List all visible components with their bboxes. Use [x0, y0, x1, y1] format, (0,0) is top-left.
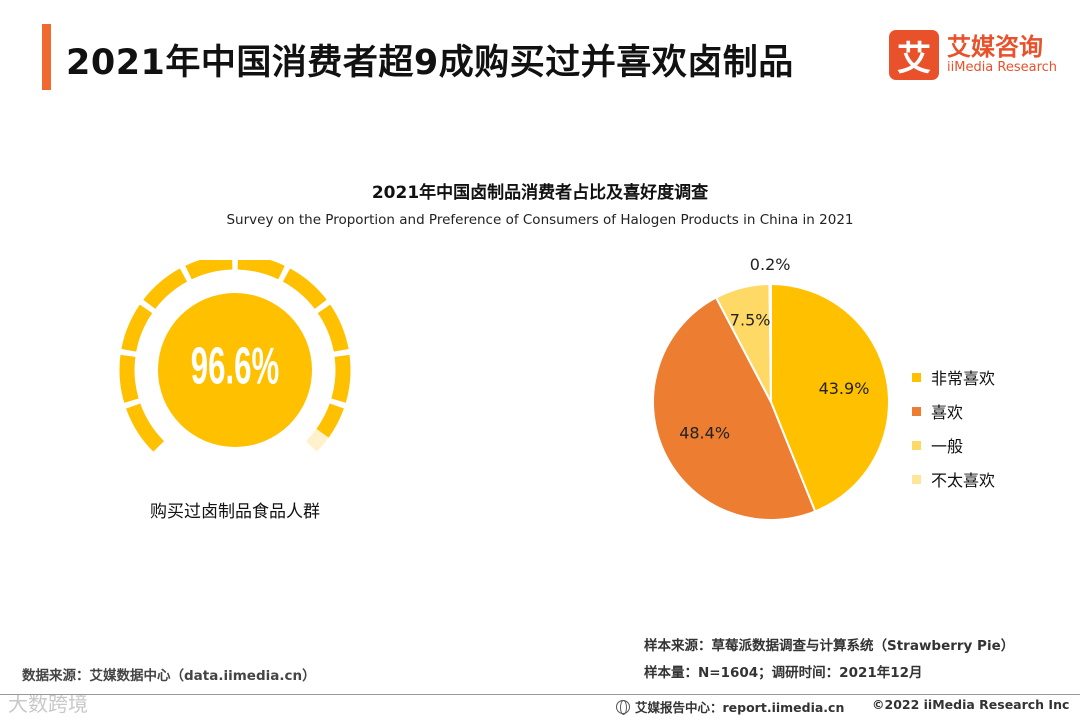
pie-slice: [652, 296, 817, 522]
report-center-text: 艾媒报告中心：report.iimedia.cn: [635, 700, 845, 715]
gauge-fill-segment: [316, 403, 344, 438]
iimedia-logo: 艾 艾媒咨询 iiMedia Research: [889, 30, 1057, 80]
legend-item-very-like: 非常喜欢: [912, 360, 995, 394]
legend-item-like: 喜欢: [912, 394, 995, 428]
gauge-center-circle: [158, 293, 312, 447]
chart-subtitle: Survey on the Proportion and Preference …: [226, 212, 854, 228]
gauge-value-label: 96.6%: [191, 337, 279, 395]
gauge-fill-segment: [119, 354, 139, 403]
data-source-note: 数据来源：艾媒数据中心（data.iimedia.cn）: [22, 668, 316, 684]
legend-swatch: [912, 372, 921, 382]
logo-en-text: iiMedia Research: [947, 60, 1058, 75]
legend-swatch: [912, 440, 921, 450]
gauge-fill: [119, 260, 351, 452]
page-title: 2021年中国消费者超9成购买过并喜欢卤制品: [66, 43, 794, 83]
logo-cn-text: 艾媒咨询: [947, 33, 1043, 61]
logo-text: 艾媒咨询 iiMedia Research: [947, 34, 1057, 76]
gauge-fill-segment: [143, 268, 188, 309]
legend-label: 一般: [931, 437, 964, 456]
gauge-fill-segment: [185, 260, 233, 280]
report-center-link[interactable]: 艾媒报告中心：report.iimedia.cn: [616, 697, 844, 716]
logo-mark-icon: 艾: [889, 30, 939, 80]
title-accent-bar: [42, 24, 51, 90]
pie-slice: [768, 282, 772, 403]
sample-source-note: 样本来源：草莓派数据调查与计算系统（Strawberry Pie）: [644, 638, 1015, 654]
pie-data-label: 48.4%: [679, 424, 730, 443]
footer-divider: [0, 694, 1080, 695]
legend-label: 喜欢: [931, 403, 964, 422]
pie-legend: 非常喜欢 喜欢 一般 不太喜欢: [912, 360, 995, 496]
pie-data-label: 0.2%: [750, 255, 791, 274]
pie-data-label: 43.9%: [819, 379, 870, 398]
legend-swatch: [912, 406, 921, 416]
pie-labels: 43.9% 48.4% 7.5% 0.2%: [679, 255, 869, 443]
gauge-fill-segment: [121, 304, 153, 352]
pie-slices: [652, 282, 890, 522]
legend-swatch: [912, 474, 921, 484]
gauge-fill-segment: [331, 354, 351, 403]
legend-item-neutral: 一般: [912, 428, 995, 462]
legend-label: 非常喜欢: [931, 369, 996, 388]
globe-icon: [616, 699, 630, 715]
gauge-fill-segment: [126, 403, 165, 452]
copyright: ©2022 iiMedia Research Inc: [872, 697, 1070, 712]
sample-size-note: 样本量：N=1604；调研时间：2021年12月: [644, 665, 923, 681]
gauge-fill-segment: [282, 268, 327, 309]
chart-title: 2021年中国卤制品消费者占比及喜好度调查: [371, 183, 709, 203]
watermark: 大数跨境: [8, 692, 88, 716]
legend-label: 不太喜欢: [931, 471, 996, 490]
legend-item-dislike: 不太喜欢: [912, 462, 995, 496]
gauge-fill-segment: [237, 260, 285, 280]
gauge-chart: 96.6%: [119, 260, 351, 452]
pie-slice: [770, 282, 890, 513]
pie-data-label: 7.5%: [730, 311, 771, 330]
gauge-fill-segment: [317, 304, 349, 352]
gauge-caption: 购买过卤制品食品人群: [150, 502, 320, 522]
pie-chart: 43.9% 48.4% 7.5% 0.2%: [652, 255, 890, 522]
